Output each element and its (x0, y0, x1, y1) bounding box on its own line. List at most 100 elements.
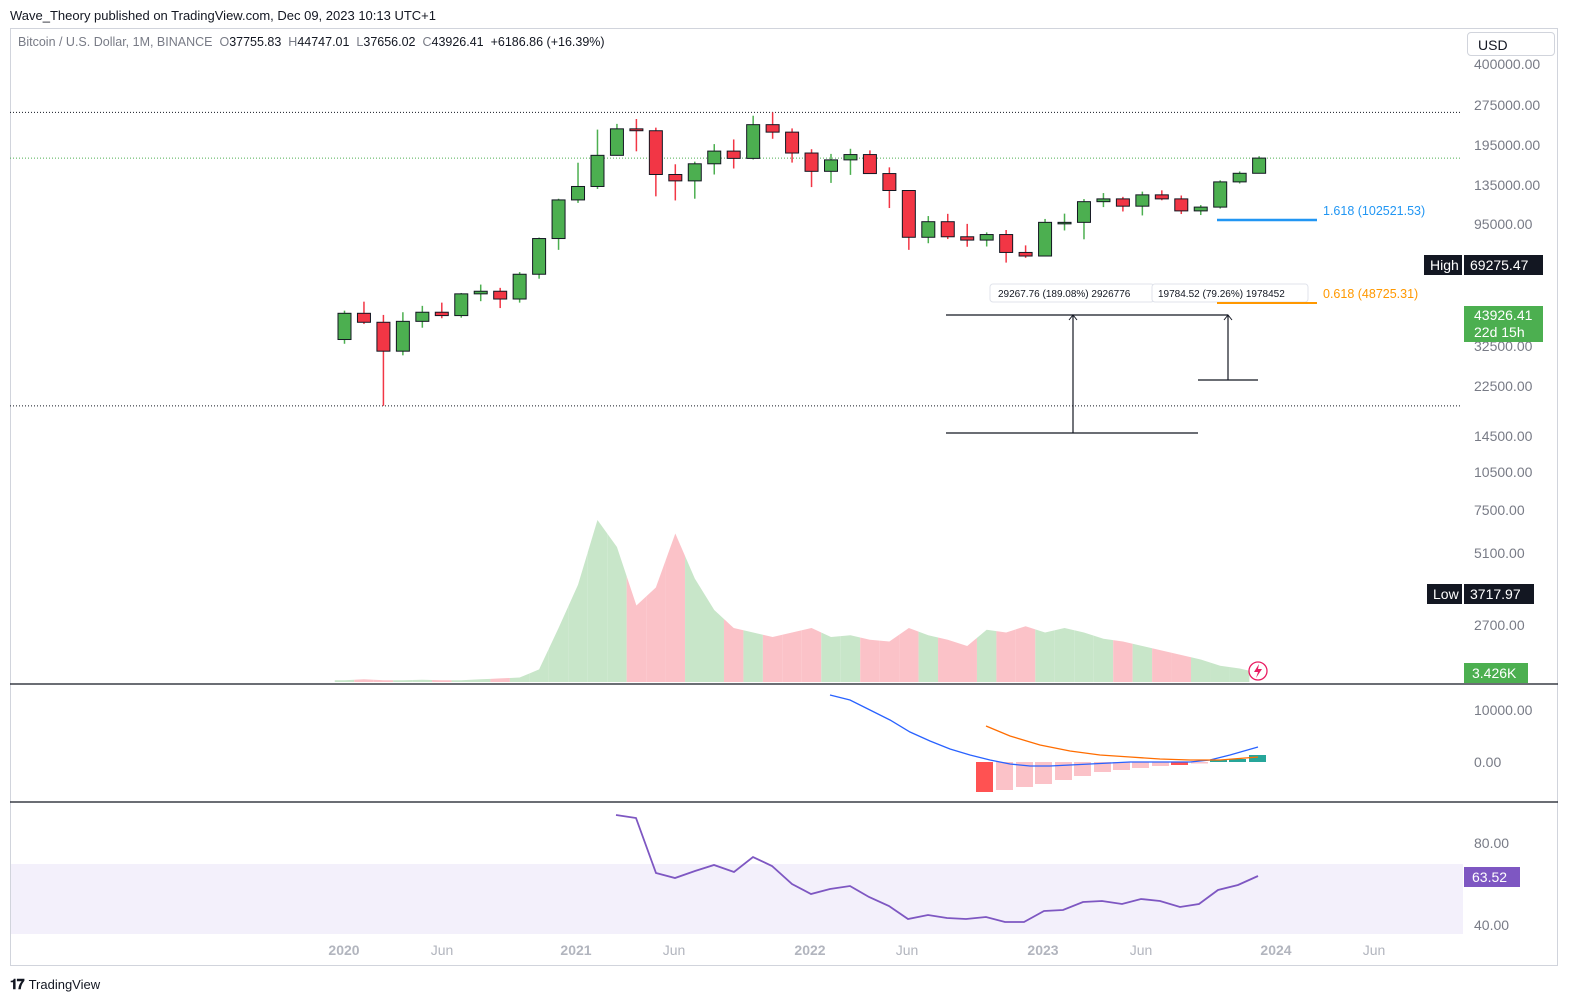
low-tag: Low (1427, 584, 1462, 604)
candle-body (960, 236, 975, 241)
candle-body (1252, 157, 1267, 174)
volume-bar (840, 635, 861, 682)
candle-body (1154, 194, 1169, 200)
axes-layer: 400000.00 275000.00 195000.00 135000.00 9500… (10, 56, 1558, 958)
candle-body (434, 311, 449, 317)
high-value-tag-bg (1464, 255, 1543, 275)
volume-bar (879, 634, 900, 682)
candle-body (1096, 198, 1111, 203)
price-axis-label: 95000.00 (1474, 216, 1533, 232)
candle-body (532, 238, 547, 275)
footer-brand-label: TradingView (28, 977, 101, 992)
time-axis-label: 2021 (560, 942, 591, 958)
candles-layer (337, 112, 1267, 406)
low-value-tag-bg (1464, 584, 1534, 604)
volume-bar (821, 632, 841, 682)
volume-bar (665, 533, 686, 682)
price-axis-label: 22500.00 (1474, 378, 1533, 394)
time-axis-label: 2023 (1027, 942, 1058, 958)
macd-histogram-bar (1074, 762, 1091, 776)
macd-histogram-bar (1094, 762, 1111, 772)
arrow-head-icon (1068, 314, 1078, 321)
macd-histogram-bar (996, 762, 1013, 790)
countdown-value: 22d 15h (1474, 324, 1525, 340)
candle-body (415, 311, 430, 322)
high-tag-bg (1424, 255, 1462, 275)
low-tag-text: Low (1433, 586, 1460, 602)
candle-body (1232, 172, 1247, 183)
volume-bar (762, 634, 783, 682)
rsi-value-tag-text: 63.52 (1472, 869, 1507, 885)
time-axis-label: Jun (431, 942, 454, 958)
currency-button[interactable]: USD (1467, 32, 1555, 56)
candle-body (1174, 198, 1189, 212)
macd-histogram-bar (1191, 762, 1208, 764)
close-value: 43926.41 (431, 35, 484, 49)
volume-bar (938, 637, 958, 682)
candle-body (1076, 201, 1091, 223)
price-axis-label: 275000.00 (1474, 97, 1540, 113)
volume-bar (782, 630, 802, 682)
macd-histogram-bar (1210, 760, 1227, 762)
candle-body (843, 154, 858, 161)
volume-bar (1210, 662, 1230, 682)
candle-body (356, 312, 371, 323)
rsi-axis-label: 80.00 (1474, 835, 1509, 851)
chart-frame[interactable] (10, 28, 1558, 966)
volume-layer (334, 520, 1250, 682)
tradingview-logo-icon: 𝟏𝟕 (10, 976, 25, 992)
price-axis-label: 2700.00 (1474, 617, 1525, 633)
candle-body (999, 234, 1014, 253)
alert-icon (1248, 661, 1268, 681)
candle-body (804, 152, 819, 172)
volume-bar (334, 679, 355, 682)
last-price-bg (1464, 306, 1543, 342)
volume-bar (490, 677, 510, 682)
volume-bar (607, 533, 627, 682)
macd-histogram-bar (1035, 762, 1052, 784)
lightning-icon (1254, 664, 1262, 678)
candle-body (376, 321, 391, 352)
measure-label-1: 29267.76 (189.08%) 2926776 (989, 283, 1155, 303)
candle-body (824, 159, 838, 172)
open-label: O (219, 35, 230, 49)
time-axis-label: Jun (1363, 942, 1386, 958)
high-value-tag-text: 69275.47 (1470, 257, 1529, 273)
time-axis-label: Jun (896, 942, 919, 958)
price-axis-label: 400000.00 (1474, 56, 1540, 72)
measure-label-2: 19784.52 (79.26%) 1978452 (1151, 283, 1309, 303)
volume-bar (354, 679, 374, 682)
time-axis-label: 2024 (1260, 942, 1291, 958)
volume-bar (1132, 643, 1153, 682)
candle-body (1213, 181, 1228, 208)
measure-label-text: 19784.52 (79.26%) 1978452 (1158, 289, 1285, 300)
candle-body (648, 130, 663, 175)
macd-histogram-bar (1132, 762, 1149, 768)
macd-histogram-bar (1171, 762, 1188, 765)
fib-1618-label: 1.618 (102521.53) (1323, 204, 1425, 218)
candle-body (862, 154, 877, 175)
volume-bar (587, 520, 608, 682)
candle-body (765, 124, 780, 133)
candle-body (1193, 206, 1208, 212)
candle-body (687, 163, 702, 182)
low-tag-bg (1427, 584, 1462, 604)
volume-bar (996, 629, 1016, 682)
macd-pane (829, 694, 1266, 792)
volume-bar (373, 679, 394, 682)
time-axis-label: Jun (663, 942, 686, 958)
candle-body (979, 234, 994, 241)
volume-bar (1035, 629, 1055, 682)
volume-bar (860, 637, 880, 682)
volume-bar (1152, 648, 1172, 682)
price-axis-label: 195000.00 (1474, 137, 1540, 153)
macd-histogram-bar (1113, 762, 1130, 770)
low-value-tag-text: 3717.97 (1470, 586, 1521, 602)
annotations-layer: 29267.76 (189.08%) 2926776 19784.52 (79.2… (946, 204, 1425, 681)
close-label: C (422, 35, 432, 49)
footer-brand[interactable]: 𝟏𝟕 TradingView (10, 976, 100, 993)
volume-bar (1054, 628, 1075, 682)
volume-bar (451, 679, 471, 682)
